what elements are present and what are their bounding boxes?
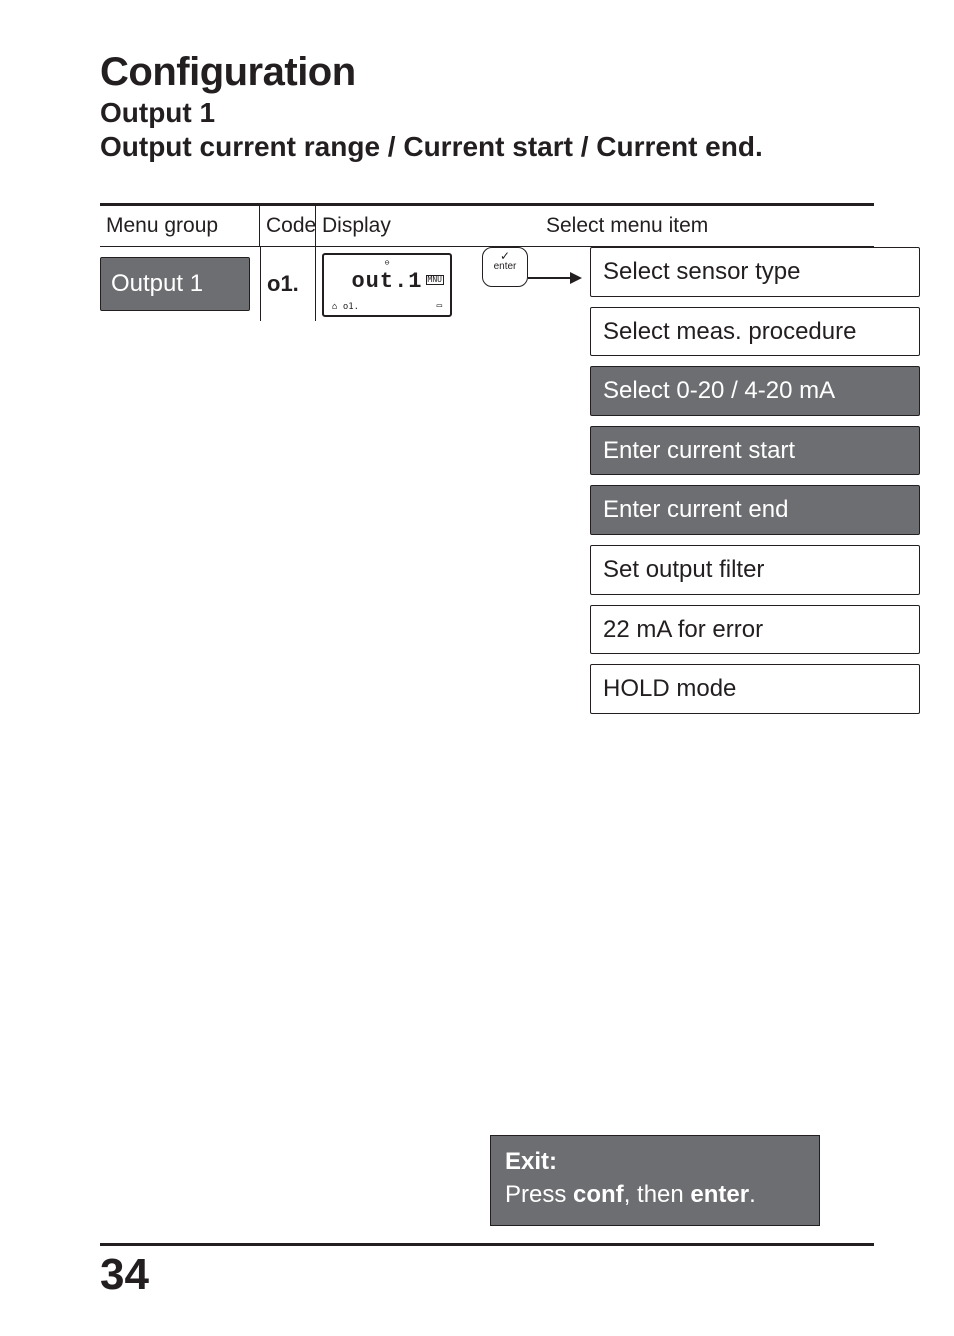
exit-conf: conf [573,1181,624,1208]
menu-item-list: Select sensor type Select meas. procedure… [590,247,920,714]
header-display: Display [316,206,516,246]
table-body-row: Output 1 o1. ⊖ out.1 MNU ⌂ o1. ▭ ✓ enter… [100,247,874,321]
footer-rule [100,1243,874,1246]
header-menu-group: Menu group [100,206,260,246]
subtitle-params: Output current range / Current start / C… [100,131,874,163]
lcd-bottom-right-icon: ▭ [437,301,442,311]
config-table: Menu group Code Display Select menu item… [100,203,874,321]
header-select: Select menu item [540,206,874,246]
menu-item[interactable]: Select 0-20 / 4-20 mA [590,366,920,416]
page-number: 34 [100,1250,149,1300]
menu-item[interactable]: 22 mA for error [590,605,920,655]
menu-item[interactable]: Select meas. procedure [590,307,920,357]
menu-item[interactable]: HOLD mode [590,664,920,714]
menu-item[interactable]: Enter current end [590,485,920,535]
code-cell: o1. [260,247,316,321]
exit-prefix: Press [505,1181,573,1208]
enter-key-label: enter [494,261,517,272]
table-header-row: Menu group Code Display Select menu item [100,206,874,246]
arrow-icon [528,277,580,279]
lcd-display: ⊖ out.1 MNU ⌂ o1. ▭ [322,253,452,317]
exit-box: Exit: Press conf, then enter. [490,1135,820,1226]
exit-enter: enter [690,1181,749,1208]
enter-key[interactable]: ✓ enter [482,247,528,287]
subtitle-output: Output 1 [100,97,874,129]
lcd-mnu-badge: MNU [426,275,444,285]
menu-item[interactable]: Select sensor type [590,247,920,297]
exit-title: Exit: [505,1148,557,1175]
exit-middle: , then [624,1181,691,1208]
lcd-top-icon: ⊖ [385,258,390,267]
header-code: Code [260,206,316,246]
menu-item[interactable]: Enter current start [590,426,920,476]
exit-suffix: . [749,1181,756,1208]
menu-group-box: Output 1 [100,257,250,311]
menu-item[interactable]: Set output filter [590,545,920,595]
page-title: Configuration [100,50,874,95]
lcd-bottom-left: ⌂ o1. [332,302,359,312]
exit-line: Press conf, then enter. [505,1181,756,1208]
